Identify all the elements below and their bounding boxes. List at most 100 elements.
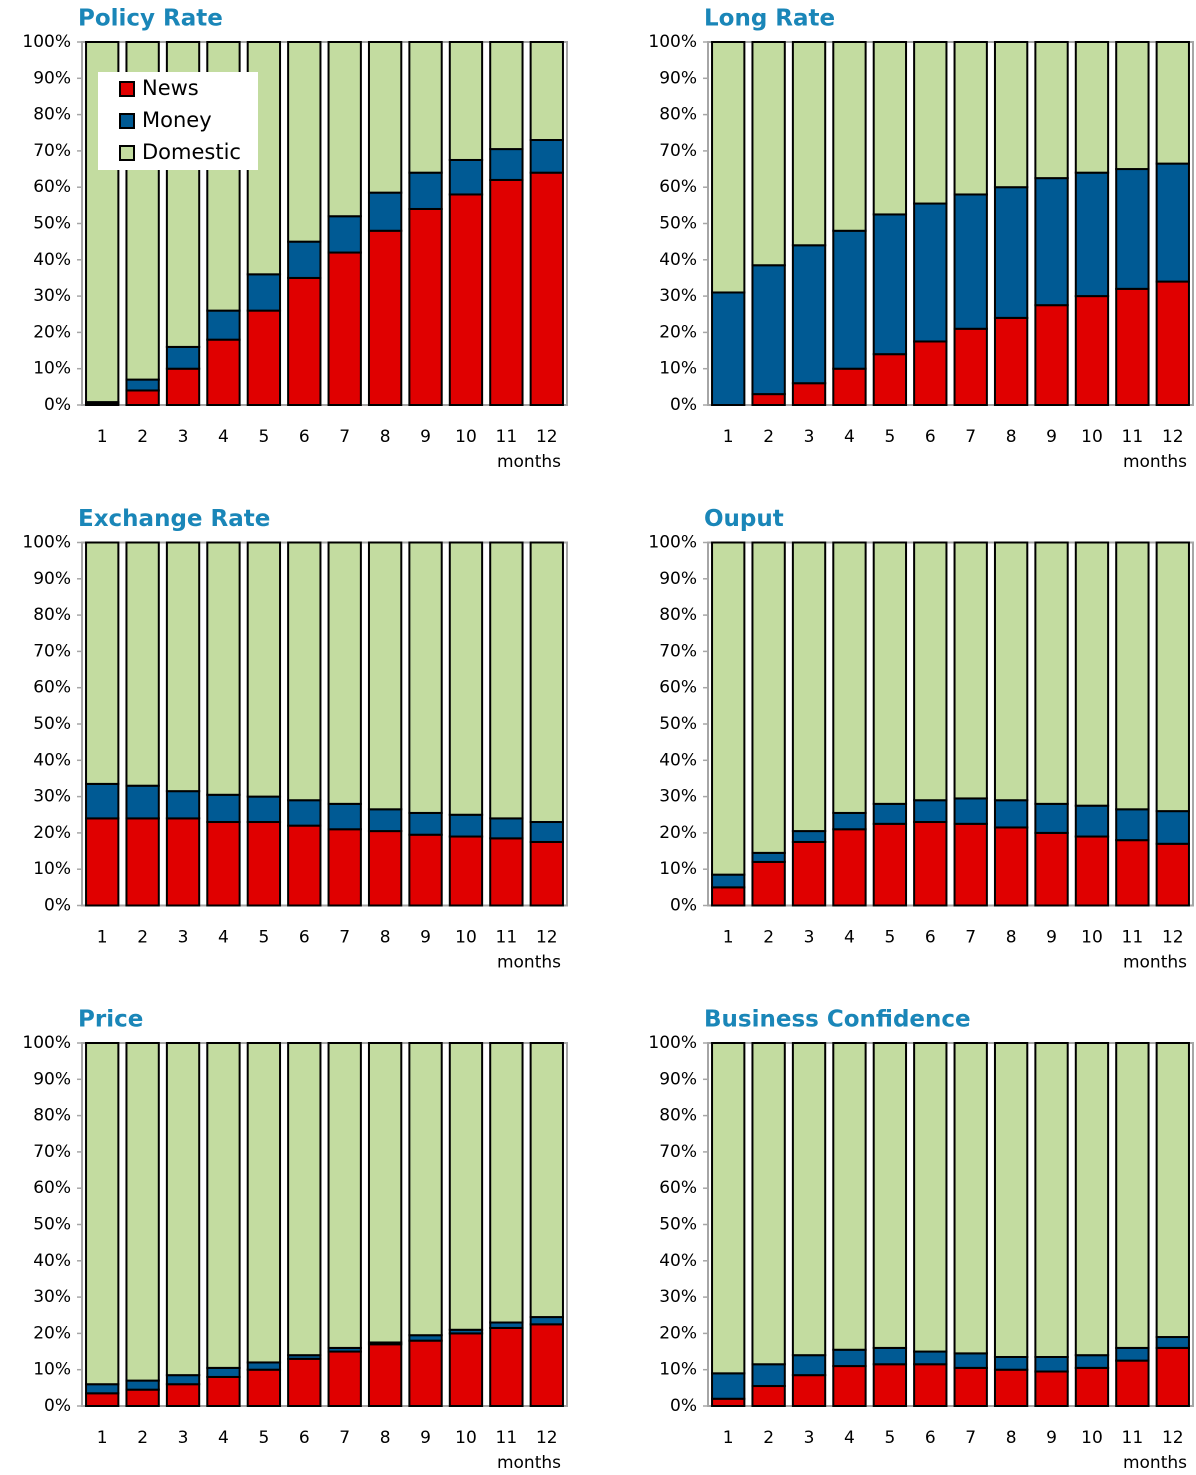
- bar-segment: [367, 808, 403, 833]
- bar-segment: [408, 541, 443, 814]
- y-tick-label: 70%: [659, 641, 697, 661]
- x-tick-label: 10: [455, 1428, 477, 1448]
- x-tick-label: 3: [804, 928, 815, 948]
- bar-segment: [1074, 804, 1110, 838]
- bar-segment: [872, 541, 908, 805]
- bar-segment: [832, 1365, 867, 1407]
- bar-segment: [85, 1392, 120, 1408]
- bar-segment: [872, 1363, 908, 1408]
- y-tick-label: 60%: [659, 177, 697, 197]
- x-tick-label: 11: [1122, 928, 1144, 948]
- y-tick-label: 60%: [33, 678, 71, 698]
- x-tick-label: 4: [218, 928, 229, 948]
- x-tick-label: 4: [844, 427, 855, 447]
- bar-segment: [993, 1042, 1029, 1358]
- bar-segment: [751, 1385, 786, 1408]
- y-tick-label: 20%: [33, 322, 71, 342]
- bar-segment: [953, 541, 988, 800]
- bar-segment: [448, 1332, 484, 1408]
- bar-segment: [711, 1397, 746, 1407]
- bar-segment: [913, 1363, 948, 1408]
- y-tick-label: 40%: [659, 750, 697, 770]
- bar-segment: [993, 41, 1029, 189]
- bar-segment: [165, 541, 201, 793]
- y-tick-label: 80%: [33, 1106, 71, 1126]
- bar-segment: [287, 41, 322, 243]
- bar-segment: [85, 541, 120, 785]
- bar-segment: [791, 41, 827, 247]
- x-tick-label: 5: [884, 1428, 895, 1448]
- y-tick-label: 10%: [33, 859, 71, 879]
- bar-segment: [832, 541, 867, 814]
- x-tick-label: 1: [723, 427, 734, 447]
- bar-segment: [1155, 541, 1190, 813]
- bar-segment: [1115, 1042, 1150, 1349]
- y-tick-label: 50%: [659, 214, 697, 234]
- x-tick-label: 11: [496, 427, 518, 447]
- y-tick-label: 20%: [659, 322, 697, 342]
- chart-title: Exchange Rate: [78, 506, 270, 532]
- y-tick-label: 40%: [33, 250, 71, 270]
- bar-segment: [1034, 802, 1069, 834]
- x-tick-label: 7: [339, 928, 350, 948]
- x-tick-label: 10: [455, 928, 477, 948]
- x-tick-label: 4: [844, 928, 855, 948]
- x-tick-label: 3: [178, 427, 189, 447]
- chart-title: Ouput: [704, 506, 784, 532]
- y-tick-label: 60%: [33, 1178, 71, 1198]
- bar-segment: [246, 795, 282, 824]
- legend-label: Domestic: [142, 140, 241, 164]
- bar-segment: [751, 860, 786, 907]
- bar-segment: [448, 813, 484, 838]
- x-tick-label: 9: [1046, 1428, 1057, 1448]
- bar-segment: [408, 41, 443, 174]
- x-tick-label: 6: [299, 427, 310, 447]
- bar-segment: [711, 1042, 746, 1375]
- y-tick-label: 90%: [33, 569, 71, 589]
- bar-segment: [1155, 1346, 1190, 1408]
- bar-segment: [832, 828, 867, 907]
- x-axis-label: months: [497, 452, 561, 472]
- bar-segment: [246, 1042, 282, 1364]
- bar-segment: [872, 41, 908, 216]
- y-tick-label: 0%: [670, 896, 697, 916]
- x-tick-label: 8: [1006, 1428, 1017, 1448]
- x-tick-label: 8: [1006, 427, 1017, 447]
- x-tick-label: 3: [178, 1428, 189, 1448]
- bar-segment: [913, 41, 948, 205]
- legend-label: News: [142, 76, 199, 100]
- y-tick-label: 50%: [33, 714, 71, 734]
- x-tick-label: 10: [1081, 427, 1103, 447]
- chart-panel: Business Confidence 0% 10% 20% 30% 40% 50% 60% 7…: [648, 1007, 1194, 1473]
- bar-segment: [791, 840, 827, 907]
- bar-segment: [1034, 304, 1069, 406]
- x-tick-label: 11: [1122, 1428, 1144, 1448]
- x-tick-label: 12: [536, 427, 558, 447]
- bar-segment: [246, 541, 282, 798]
- bar-segment: [791, 1374, 827, 1408]
- bar-segment: [125, 817, 160, 907]
- x-tick-label: 4: [218, 1428, 229, 1448]
- x-tick-label: 8: [380, 928, 391, 948]
- x-tick-label: 9: [1046, 427, 1057, 447]
- y-tick-label: 20%: [659, 1323, 697, 1343]
- bar-segment: [872, 1042, 908, 1349]
- bar-segment: [529, 41, 564, 142]
- bar-segment: [1115, 168, 1150, 290]
- y-tick-label: 0%: [44, 395, 71, 415]
- bar-segment: [1034, 41, 1069, 180]
- bar-segment: [246, 273, 282, 312]
- bar-segment: [913, 202, 948, 343]
- x-axis-label: months: [1123, 953, 1187, 973]
- bar-segment: [1155, 41, 1190, 165]
- bar-segment: [913, 1042, 948, 1353]
- x-tick-label: 7: [965, 1428, 976, 1448]
- x-tick-label: 4: [218, 427, 229, 447]
- x-tick-label: 10: [1081, 928, 1103, 948]
- y-tick-label: 0%: [44, 896, 71, 916]
- bar-segment: [408, 207, 443, 406]
- bar-segment: [993, 186, 1029, 319]
- bar-segment: [165, 1374, 201, 1386]
- chart-title: Long Rate: [704, 6, 835, 32]
